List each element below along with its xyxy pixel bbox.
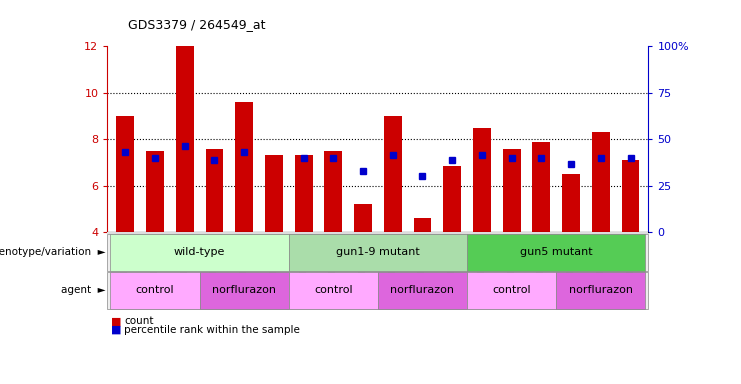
Bar [325,151,342,232]
Text: gun1-9 mutant: gun1-9 mutant [336,247,420,258]
Bar [354,204,372,232]
Bar [443,166,461,232]
Text: wild-type: wild-type [174,247,225,258]
Bar [235,102,253,232]
Bar [295,156,313,232]
Text: norflurazon: norflurazon [391,285,454,296]
Text: gun5 mutant: gun5 mutant [520,247,593,258]
Text: agent  ►: agent ► [62,285,106,296]
Bar [592,132,610,232]
Bar [205,149,223,232]
Bar [622,160,639,232]
Bar [562,174,580,232]
Bar [473,127,491,232]
Bar [502,149,521,232]
Bar [533,142,551,232]
Bar [146,151,164,232]
Text: count: count [124,316,154,326]
Text: norflurazon: norflurazon [569,285,633,296]
Bar [176,46,193,232]
Bar [384,116,402,232]
Bar [413,218,431,232]
Text: ■: ■ [111,325,122,335]
Text: GDS3379 / 264549_at: GDS3379 / 264549_at [127,18,265,31]
Bar [265,156,283,232]
Text: control: control [314,285,353,296]
Text: genotype/variation  ►: genotype/variation ► [0,247,106,258]
Text: percentile rank within the sample: percentile rank within the sample [124,325,300,335]
Text: control: control [136,285,174,296]
Bar [116,116,134,232]
Text: ■: ■ [111,316,122,326]
Text: norflurazon: norflurazon [212,285,276,296]
Text: control: control [492,285,531,296]
